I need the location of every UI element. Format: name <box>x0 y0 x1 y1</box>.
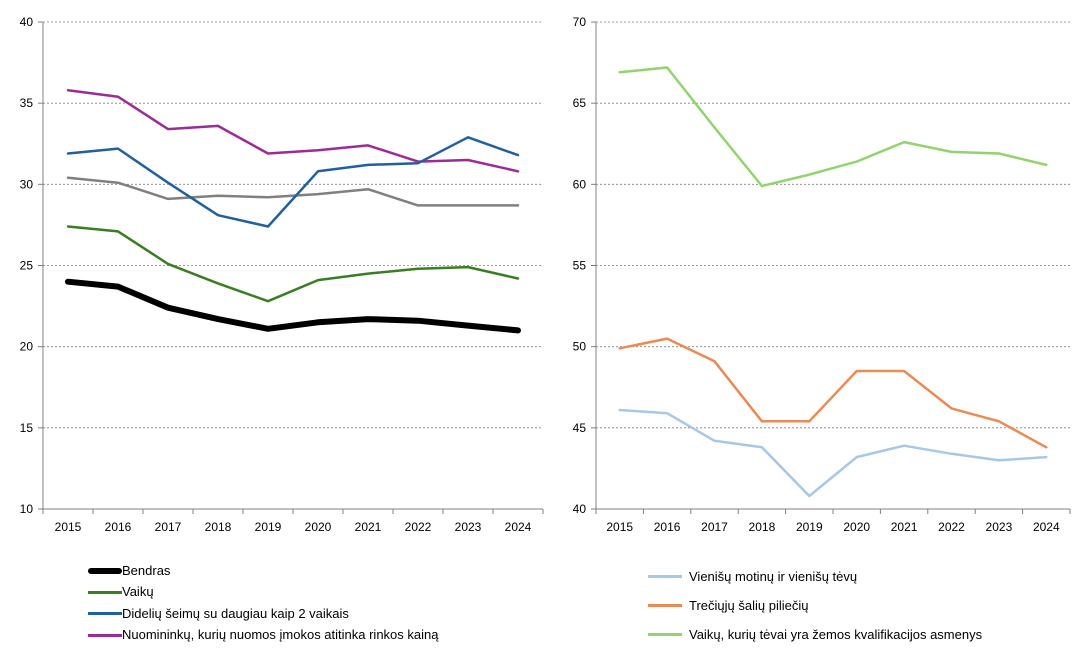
legend-swatch-vaiku-zemos-kval <box>648 633 682 636</box>
right-y-tick-label: 65 <box>573 96 587 110</box>
left-y-tick-label: 10 <box>20 502 34 516</box>
right-y-tick-label: 55 <box>573 259 587 273</box>
right-series-line-vienisu-motinu-ir <box>618 408 1048 498</box>
legend-swatch-vaiku <box>88 590 122 594</box>
left-x-tick-label: 2019 <box>255 520 282 534</box>
legend-label-treciuju-saliu: Trečiųjų šalių piliečių <box>689 597 809 613</box>
legend-swatch-nuomininku <box>88 633 122 637</box>
left-series-line-vaiku <box>66 225 520 303</box>
left-y-tick-label: 25 <box>20 259 34 273</box>
left-x-tick-label: 2016 <box>105 520 132 534</box>
left-x-tick-label: 2024 <box>505 520 532 534</box>
right-x-tick-label: 2024 <box>1033 520 1060 534</box>
legend-item-nuomininku: Nuomininkų, kurių nuomos įmokos atitinka… <box>88 625 438 647</box>
left-series-line-dideliu-seimu-su <box>66 136 520 228</box>
left-x-tick-label: 2020 <box>305 520 332 534</box>
left-x-tick-label: 2023 <box>455 520 482 534</box>
left-x-tick-label: 2022 <box>405 520 432 534</box>
left-series-line-series-4 <box>66 176 520 207</box>
left-y-tick-label: 30 <box>20 177 34 191</box>
left-y-tick-label: 20 <box>20 340 34 354</box>
left-y-tick-label: 15 <box>20 421 34 435</box>
legend-item-bendras: Bendras <box>88 560 438 582</box>
legend-label-vaiku-zemos-kval: Vaikų, kurių tėvai yra žemos kvalifikaci… <box>689 626 983 642</box>
left-chart-legend: Bendras Vaikų Didelių šeimų su daugiau k… <box>88 560 438 646</box>
legend-item-dideliu-seimu: Didelių šeimų su daugiau kaip 2 vaikais <box>88 603 438 625</box>
right-x-tick-label: 2021 <box>891 520 918 534</box>
left-x-tick-label: 2021 <box>355 520 382 534</box>
left-y-tick-label: 40 <box>20 15 34 29</box>
right-x-tick-label: 2019 <box>796 520 823 534</box>
legend-swatch-vienisu <box>648 575 682 578</box>
legend-swatch-bendras <box>88 567 122 574</box>
legend-swatch-dideliu-seimu <box>88 612 122 616</box>
left-y-tick-label: 35 <box>20 96 34 110</box>
legend-item-vaiku-zemos-kval: Vaikų, kurių tėvai yra žemos kvalifikaci… <box>648 620 982 649</box>
legend-label-vaiku: Vaikų <box>122 584 154 600</box>
right-series-line-vaiku-kuriu-tevai <box>618 66 1048 188</box>
left-x-tick-label: 2017 <box>155 520 182 534</box>
right-x-tick-label: 2016 <box>654 520 681 534</box>
legend-label-bendras: Bendras <box>122 562 171 578</box>
right-x-tick-label: 2023 <box>986 520 1013 534</box>
legend-label-vienisu: Vienišų motinų ir vienišų tėvų <box>689 568 858 584</box>
right-y-tick-label: 60 <box>573 177 587 191</box>
legend-label-dideliu-seimu: Didelių šeimų su daugiau kaip 2 vaikais <box>122 605 349 621</box>
left-series-line-nuomininku-kuriu-nuomos <box>66 88 520 173</box>
right-x-tick-label: 2017 <box>701 520 728 534</box>
right-x-tick-label: 2018 <box>749 520 776 534</box>
legend-swatch-treciuju-saliu <box>648 604 682 607</box>
legend-item-vaiku: Vaikų <box>88 582 438 604</box>
left-series-line-bendras <box>65 278 521 334</box>
legend-item-vienisu: Vienišų motinų ir vienišų tėvų <box>648 562 982 591</box>
right-y-tick-label: 40 <box>573 502 587 516</box>
right-chart-legend: Vienišų motinų ir vienišų tėvų Trečiųjų … <box>648 562 982 649</box>
right-y-tick-label: 50 <box>573 340 587 354</box>
right-y-tick-label: 45 <box>573 421 587 435</box>
left-x-tick-label: 2018 <box>205 520 232 534</box>
right-x-tick-label: 2020 <box>843 520 870 534</box>
right-x-tick-label: 2015 <box>606 520 633 534</box>
right-series-line-treciuju-saliu-pilieciu <box>618 337 1048 449</box>
legend-label-nuomininku: Nuomininkų, kurių nuomos įmokos atitinka… <box>122 627 439 643</box>
legend-item-treciuju-saliu: Trečiųjų šalių piliečių <box>648 591 982 620</box>
right-x-tick-label: 2022 <box>938 520 965 534</box>
left-x-tick-label: 2015 <box>55 520 82 534</box>
right-y-tick-label: 70 <box>573 15 587 29</box>
